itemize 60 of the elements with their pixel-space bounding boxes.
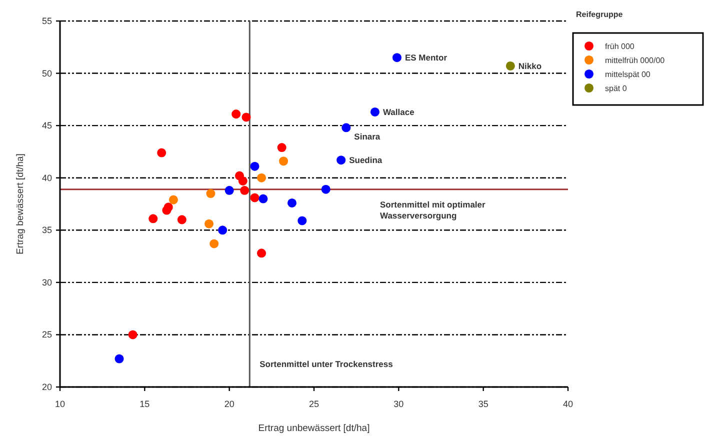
point [148,214,158,224]
point [298,216,307,226]
point [224,186,234,195]
point [204,219,214,228]
x-axis-title: Ertrag unbewässert [dt/ha] [258,423,370,434]
x-tick-label: 10 [54,399,66,409]
point [287,198,296,208]
point [506,61,515,70]
point [258,194,268,204]
point [210,239,219,248]
y-tick-label: 25 [42,330,52,340]
x-tick-label: 15 [140,399,150,409]
point [342,123,351,132]
point [168,195,178,204]
point [240,186,250,195]
point [206,189,216,198]
point [321,184,330,194]
point [218,226,228,235]
point [128,330,138,340]
annotation: ES Mentor [404,52,448,63]
legend-title: Reifegruppe [576,10,624,19]
annotation: Nikko [518,60,542,71]
y-axis-title: Ertrag bewässert [dt/ha] [15,154,26,254]
point [336,156,346,165]
point [250,162,260,171]
annotation: Wallace [382,106,415,117]
y-tick-label: 50 [42,68,52,78]
ref-line-label: Sortenmittel unter Trockenstress [260,359,394,369]
legend-label: früh 000 [605,42,635,51]
legend-label: spät 0 [605,84,628,93]
point [256,173,266,182]
y-tick-label: 55 [42,16,52,26]
point [157,148,166,158]
y-tick-label: 45 [42,120,52,131]
point [242,112,251,122]
x-tick-label: 30 [394,399,404,409]
x-tick-label: 35 [478,399,488,409]
point [114,354,124,364]
point [370,107,380,116]
ref-line-label: Sortenmittel mit optimaler Wasserversorgung [380,199,486,220]
y-tick-label: 40 [42,172,52,183]
point [250,193,260,202]
legend-label: mittelspät 00 [605,70,651,79]
x-tick-label: 20 [224,399,234,409]
x-tick-label: 25 [308,399,320,409]
point [279,156,288,166]
point [177,215,186,224]
point [238,176,248,186]
point [256,248,266,258]
annotation: Sinara [354,132,380,142]
y-tick-label: 35 [42,225,52,236]
legend-label: mittelfrüh 000/00 [605,56,666,65]
y-tick-label: 30 [42,277,52,288]
point [277,143,286,152]
annotation: Suedina [349,155,382,166]
y-tick-label: 20 [42,382,52,392]
point [164,202,173,212]
x-tick-label: 40 [562,399,574,409]
point [392,53,402,62]
point [232,110,241,119]
